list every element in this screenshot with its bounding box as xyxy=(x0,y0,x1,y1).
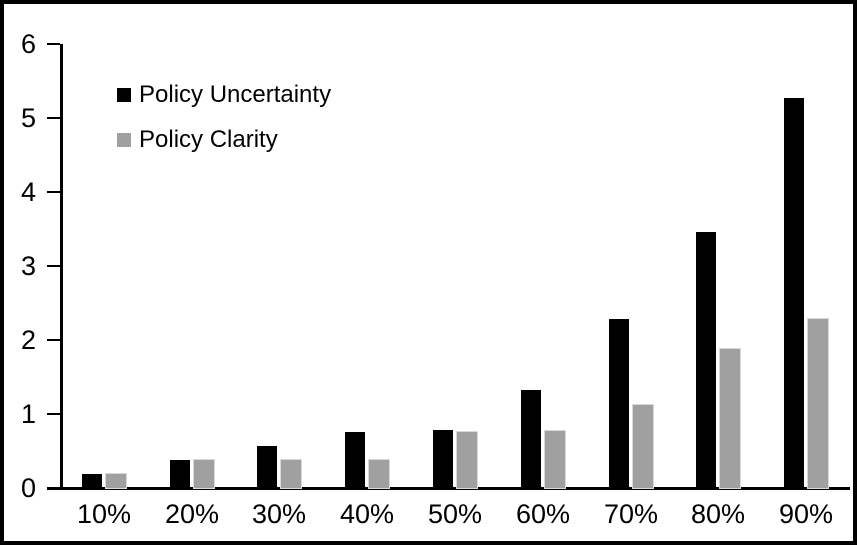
bar-policy-clarity xyxy=(194,460,214,488)
y-tick-label: 3 xyxy=(20,251,36,281)
bar-policy-clarity xyxy=(808,319,828,488)
x-tick-label: 60% xyxy=(515,499,571,529)
x-tick-label: 90% xyxy=(778,499,834,529)
y-tick xyxy=(47,413,60,415)
y-tick-label: 5 xyxy=(20,103,36,133)
bar-policy-clarity xyxy=(281,460,301,488)
y-tick xyxy=(47,191,60,193)
x-tick-label: 40% xyxy=(339,499,395,529)
y-tick xyxy=(47,339,60,341)
bar-policy-clarity xyxy=(545,431,565,488)
x-tick-label: 10% xyxy=(76,499,132,529)
legend: Policy Uncertainty Policy Clarity xyxy=(117,81,331,171)
legend-swatch-policy-uncertainty-icon xyxy=(117,88,131,102)
legend-swatch-policy-clarity-icon xyxy=(117,133,131,147)
x-tick-label: 70% xyxy=(603,499,659,529)
bar-policy-uncertainty xyxy=(257,446,277,488)
bar-policy-clarity xyxy=(633,405,653,488)
y-tick xyxy=(47,43,60,45)
y-tick-label: 6 xyxy=(20,29,36,59)
x-tick-label: 80% xyxy=(690,499,746,529)
legend-label-policy-clarity: Policy Clarity xyxy=(139,126,278,153)
bar-policy-uncertainty xyxy=(696,232,716,488)
bar-policy-clarity xyxy=(369,460,389,488)
y-tick xyxy=(47,117,60,119)
bar-policy-clarity xyxy=(720,349,740,488)
bar-policy-uncertainty xyxy=(170,460,190,488)
y-axis-line xyxy=(60,44,63,490)
bar-policy-uncertainty xyxy=(345,432,365,488)
y-tick-label: 1 xyxy=(20,399,36,429)
bar-policy-clarity xyxy=(457,432,477,488)
bar-policy-clarity xyxy=(106,474,126,488)
legend-item-policy-uncertainty: Policy Uncertainty xyxy=(117,81,331,109)
x-tick-label: 20% xyxy=(164,499,220,529)
x-axis-line xyxy=(47,487,850,490)
y-tick-label: 2 xyxy=(20,325,36,355)
y-tick-label: 4 xyxy=(20,177,36,207)
y-tick-label: 0 xyxy=(20,473,36,503)
bar-policy-uncertainty xyxy=(433,430,453,488)
x-tick-label: 30% xyxy=(251,499,307,529)
legend-label-policy-uncertainty: Policy Uncertainty xyxy=(139,81,332,108)
bar-policy-uncertainty xyxy=(784,98,804,488)
y-tick xyxy=(47,265,60,267)
bar-policy-uncertainty xyxy=(609,319,629,488)
legend-item-policy-clarity: Policy Clarity xyxy=(117,126,331,154)
bar-policy-uncertainty xyxy=(82,474,102,488)
x-tick-label: 50% xyxy=(427,499,483,529)
bar-policy-uncertainty xyxy=(521,390,541,488)
